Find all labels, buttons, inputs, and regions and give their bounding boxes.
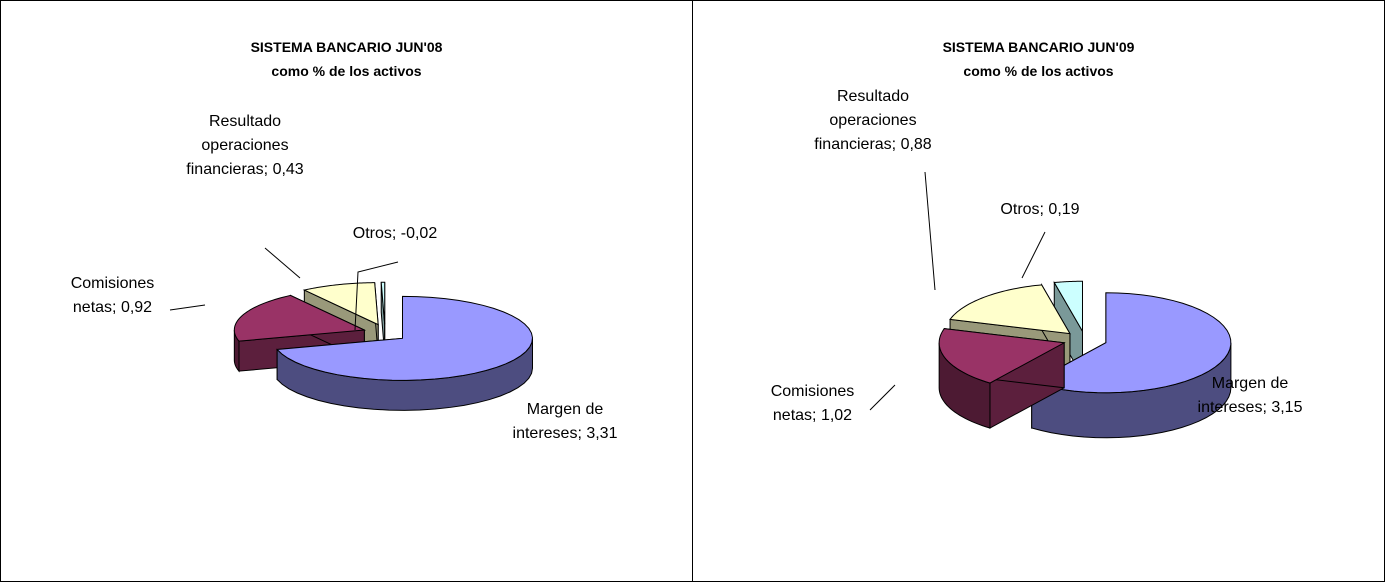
data-label: Otros; -0,02: [352, 225, 438, 242]
leader-line: [264, 247, 301, 279]
leader-line: [869, 384, 896, 411]
data-label: Resultado operaciones financieras; 0,88: [814, 88, 932, 153]
leader-line: [169, 304, 206, 311]
chart-subtitle: como % de los activos: [271, 63, 422, 79]
leader-line: [924, 171, 936, 291]
pie-slice: [1053, 280, 1083, 334]
pie-slice: [276, 295, 533, 381]
data-label: Comisiones netas; 1,02: [770, 383, 855, 424]
chart-title: SISTEMA BANCARIO JUN'08: [250, 39, 443, 55]
pie-slice: [1030, 292, 1232, 394]
pie-slice: [938, 328, 1066, 384]
pie-slice: [302, 282, 379, 326]
leader-line: [354, 261, 399, 331]
chart-title: SISTEMA BANCARIO JUN'09: [942, 39, 1135, 55]
pie-slice: [380, 281, 386, 325]
data-label: Resultado operaciones financieras; 0,43: [186, 113, 304, 178]
pie-slice: [233, 294, 367, 342]
data-label: Margen de intereses; 3,15: [1197, 375, 1303, 416]
data-label: Margen de intereses; 3,31: [512, 401, 618, 442]
data-label: Otros; 0,19: [1000, 201, 1080, 218]
leader-line: [1021, 231, 1046, 279]
chart-subtitle: como % de los activos: [963, 63, 1114, 79]
data-label: Comisiones netas; 0,92: [70, 275, 155, 316]
pie-slice: [949, 284, 1071, 335]
